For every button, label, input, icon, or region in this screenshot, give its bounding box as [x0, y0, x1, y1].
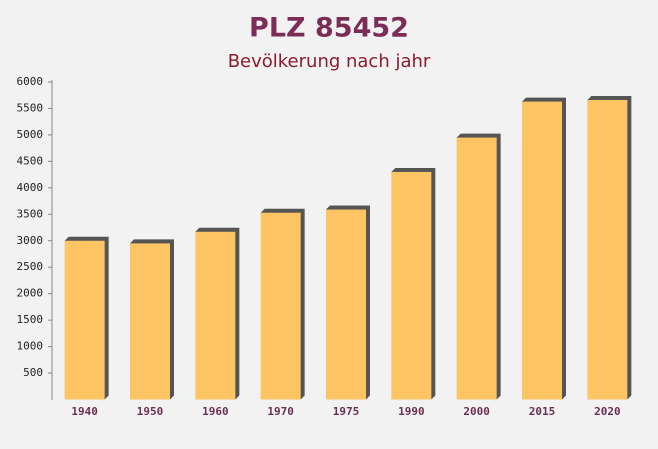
- y-tick-label: 4000: [17, 181, 44, 194]
- bar: [130, 243, 170, 400]
- x-tick-label: 1950: [137, 405, 164, 418]
- x-tick-label: 2015: [529, 405, 556, 418]
- bar: [326, 209, 366, 400]
- y-tick-label: 1000: [17, 340, 44, 353]
- y-tick-label: 4500: [17, 154, 44, 167]
- x-tick-label: 1970: [267, 405, 294, 418]
- y-tick-label: 6000: [17, 75, 44, 88]
- chart-subtitle: Bevölkerung nach jahr: [228, 51, 431, 72]
- x-tick-label: 1975: [333, 405, 360, 418]
- x-tick-label: 1990: [398, 405, 425, 418]
- y-tick-label: 5500: [17, 101, 44, 114]
- bar: [391, 171, 432, 400]
- y-tick-label: 1500: [17, 313, 44, 326]
- bar: [260, 212, 301, 400]
- y-tick-label: 2500: [17, 260, 44, 273]
- bar: [522, 101, 562, 400]
- chart-title: PLZ 85452: [249, 13, 409, 44]
- bar: [587, 99, 628, 400]
- bar: [64, 240, 105, 400]
- y-tick-label: 3000: [17, 234, 44, 247]
- x-tick-label: 1940: [71, 405, 98, 418]
- y-tick-label: 3500: [17, 207, 44, 220]
- y-tick-label: 500: [23, 366, 43, 379]
- bar: [195, 231, 236, 400]
- x-tick-label: 2020: [594, 405, 621, 418]
- y-tick-label: 2000: [17, 287, 44, 300]
- y-tick-label: 5000: [17, 128, 44, 141]
- bar: [456, 137, 497, 400]
- x-tick-label: 2000: [463, 405, 490, 418]
- x-tick-label: 1960: [202, 405, 229, 418]
